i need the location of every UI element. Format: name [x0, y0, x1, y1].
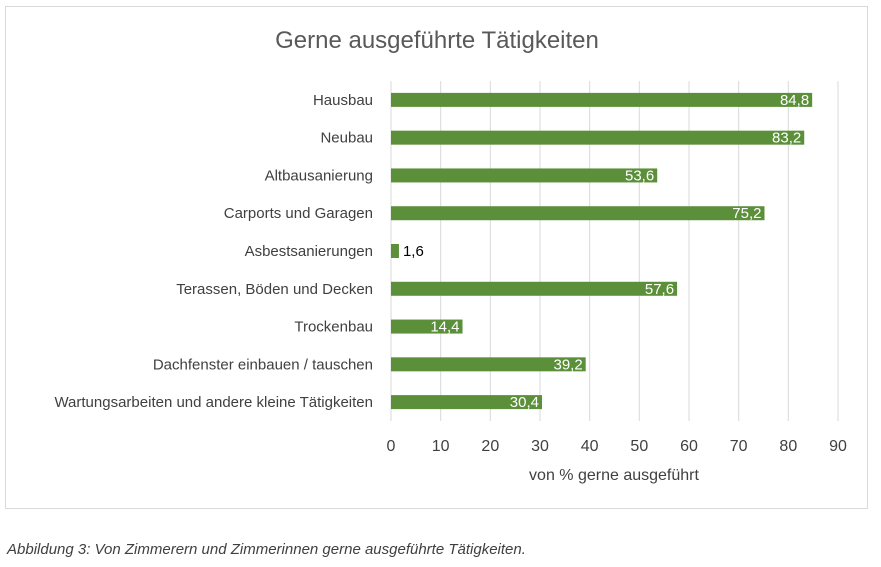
bar-chart: Gerne ausgeführte Tätigkeiten 84,8 83,2 53…	[54, 27, 847, 484]
data-label: 53,6	[625, 167, 654, 184]
category-label: Wartungsarbeiten und andere kleine Tätig…	[54, 394, 373, 411]
data-label: 14,4	[430, 319, 459, 336]
category-label: Hausbau	[313, 92, 373, 109]
bar	[391, 319, 463, 334]
data-label: 30,4	[510, 394, 539, 411]
category-label: Dachfenster einbauen / tauschen	[153, 356, 373, 373]
x-tick-label: 50	[630, 438, 648, 455]
category-label: Asbestsanierungen	[245, 243, 373, 260]
x-tick-label: 90	[829, 438, 847, 455]
bar	[391, 395, 542, 410]
bar	[391, 206, 765, 221]
x-tick-label: 40	[581, 438, 599, 455]
bar	[391, 92, 813, 107]
x-tick-labels: 0 10 20 30 40 50 60 70 80 90	[387, 438, 847, 455]
data-label: 83,2	[772, 130, 801, 147]
data-label: 39,2	[553, 356, 582, 373]
category-label: Terassen, Böden und Decken	[176, 281, 373, 298]
x-tick-label: 70	[730, 438, 748, 455]
chart-frame: Gerne ausgeführte Tätigkeiten 84,8 83,2 53…	[5, 6, 868, 509]
category-label: Trockenbau	[294, 319, 373, 336]
category-label: Altbausanierung	[265, 167, 373, 184]
bars: 84,8 83,2 53,6 75,2 1,6 57,6 14,4 39,2 30,4	[391, 92, 813, 411]
data-label: 84,8	[780, 92, 809, 109]
x-axis-title: von % gerne ausgeführt	[529, 467, 699, 484]
data-label: 75,2	[732, 205, 761, 222]
chart-title: Gerne ausgeführte Tätigkeiten	[275, 27, 599, 54]
category-label: Carports und Garagen	[224, 205, 373, 222]
bar	[391, 168, 658, 183]
x-tick-label: 10	[432, 438, 450, 455]
bar	[391, 281, 678, 296]
bar	[391, 244, 399, 258]
x-tick-label: 60	[680, 438, 698, 455]
bar	[391, 130, 805, 145]
x-tick-label: 80	[779, 438, 797, 455]
x-tick-label: 30	[531, 438, 549, 455]
data-label: 1,6	[403, 243, 424, 260]
category-labels: Hausbau Neubau Altbausanierung Carports und…	[54, 92, 373, 411]
data-label: 57,6	[645, 281, 674, 298]
bar	[391, 357, 586, 372]
x-tick-label: 20	[481, 438, 499, 455]
category-label: Neubau	[320, 130, 373, 147]
x-tick-label: 0	[387, 438, 396, 455]
figure-caption: Abbildung 3: Von Zimmerern und Zimmerinn…	[7, 541, 526, 558]
